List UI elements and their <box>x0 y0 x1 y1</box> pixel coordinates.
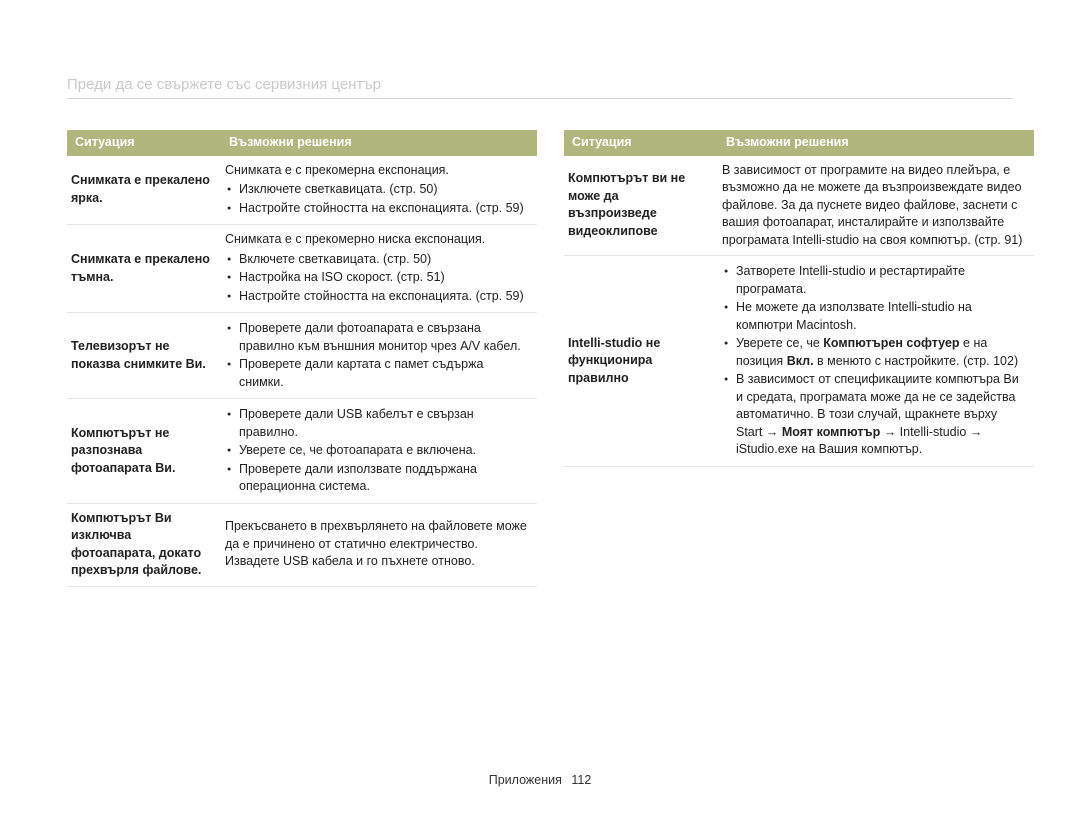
title-underline <box>67 98 1013 99</box>
solution-list: Проверете дали фотоапаратa е свързана пр… <box>225 320 529 391</box>
table-row: Intelli-studio не функционира правилноЗа… <box>564 256 1034 467</box>
solution-list: Затворете Intelli-studio и рестартирайте… <box>722 263 1026 459</box>
list-item: Не можете да използвате Intelli-studio н… <box>722 299 1026 334</box>
th-situation: Ситуация <box>564 130 718 156</box>
situation-cell: Компютърът ви не може да възпроизведе ви… <box>564 156 718 256</box>
solution-cell: Прекъсването в прехвърлянето на файловет… <box>221 503 537 586</box>
situation-cell: Intelli-studio не функционира правилно <box>564 256 718 467</box>
list-item: Уверете се, че фотоапаратa е включена. <box>225 442 529 460</box>
situation-cell: Снимката е прекалено ярка. <box>67 156 221 225</box>
solution-cell: Затворете Intelli-studio и рестартирайте… <box>718 256 1034 467</box>
list-item: Затворете Intelli-studio и рестартирайте… <box>722 263 1026 298</box>
solution-text: Прекъсването в прехвърлянето на файловет… <box>225 518 529 571</box>
table-row: Компютърът ви не може да възпроизведе ви… <box>564 156 1034 256</box>
list-item: Настройте стойността на експонацията. (с… <box>225 288 529 306</box>
situation-cell: Снимката е прекалено тъмна. <box>67 225 221 313</box>
situation-cell: Компютърът не разпознава фотоапарата Ви. <box>67 399 221 504</box>
th-situation: Ситуация <box>67 130 221 156</box>
solution-intro: Снимката е с прекомерно ниска експонация… <box>225 231 529 249</box>
solution-cell: Проверете дали фотоапаратa е свързана пр… <box>221 313 537 399</box>
footer-page-number: 112 <box>571 773 591 787</box>
list-item: Настройте стойността на експонацията. (с… <box>225 200 529 218</box>
list-item: В зависимост от спецификациите компютъра… <box>722 371 1026 459</box>
solution-list: Включете светкавицата. (стр. 50)Настройк… <box>225 251 529 306</box>
list-item: Уверете се, че Компютърен софтуер е на п… <box>722 335 1026 370</box>
situation-cell: Телевизорът не показва снимките Ви. <box>67 313 221 399</box>
list-item: Настройка на ISO скорост. (стр. 51) <box>225 269 529 287</box>
right-column: Ситуация Възможни решения Компютърът ви … <box>564 130 1034 467</box>
solution-text: В зависимост от програмите на видео плей… <box>722 162 1026 250</box>
table-row: Компютърът Ви изключва фотоапарата, дока… <box>67 503 537 586</box>
list-item: Проверете дали картата с памет съдържа с… <box>225 356 529 391</box>
table-row: Снимката е прекалено тъмна.Снимката е с … <box>67 225 537 313</box>
solution-cell: Проверете дали USB кабелът е свързан пра… <box>221 399 537 504</box>
situation-cell: Компютърът Ви изключва фотоапарата, дока… <box>67 503 221 586</box>
table-row: Телевизорът не показва снимките Ви.Прове… <box>67 313 537 399</box>
list-item: Включете светкавицата. (стр. 50) <box>225 251 529 269</box>
solution-cell: Снимката е с прекомерна експонация.Изклю… <box>221 156 537 225</box>
th-solutions: Възможни решения <box>718 130 1034 156</box>
left-column: Ситуация Възможни решения Снимката е пре… <box>67 130 537 587</box>
list-item: Проверете дали фотоапаратa е свързана пр… <box>225 320 529 355</box>
solution-cell: Снимката е с прекомерно ниска експонация… <box>221 225 537 313</box>
table-row: Компютърът не разпознава фотоапарата Ви.… <box>67 399 537 504</box>
footer-label: Приложения <box>489 773 562 787</box>
solution-list: Изключете светкавицата. (стр. 50)Настрой… <box>225 181 529 217</box>
list-item: Проверете дали USB кабелът е свързан пра… <box>225 406 529 441</box>
list-item: Проверете дали използвате поддържана опе… <box>225 461 529 496</box>
solution-cell: В зависимост от програмите на видео плей… <box>718 156 1034 256</box>
table-row: Снимката е прекалено ярка.Снимката е с п… <box>67 156 537 225</box>
solution-intro: Снимката е с прекомерна експонация. <box>225 162 529 180</box>
page-title: Преди да се свържете със сервизния центъ… <box>67 76 381 93</box>
solution-list: Проверете дали USB кабелът е свързан пра… <box>225 406 529 496</box>
troubleshoot-table-right: Ситуация Възможни решения Компютърът ви … <box>564 130 1034 467</box>
list-item: Изключете светкавицата. (стр. 50) <box>225 181 529 199</box>
page-footer: Приложения 112 <box>0 773 1080 787</box>
th-solutions: Възможни решения <box>221 130 537 156</box>
troubleshoot-table-left: Ситуация Възможни решения Снимката е пре… <box>67 130 537 587</box>
